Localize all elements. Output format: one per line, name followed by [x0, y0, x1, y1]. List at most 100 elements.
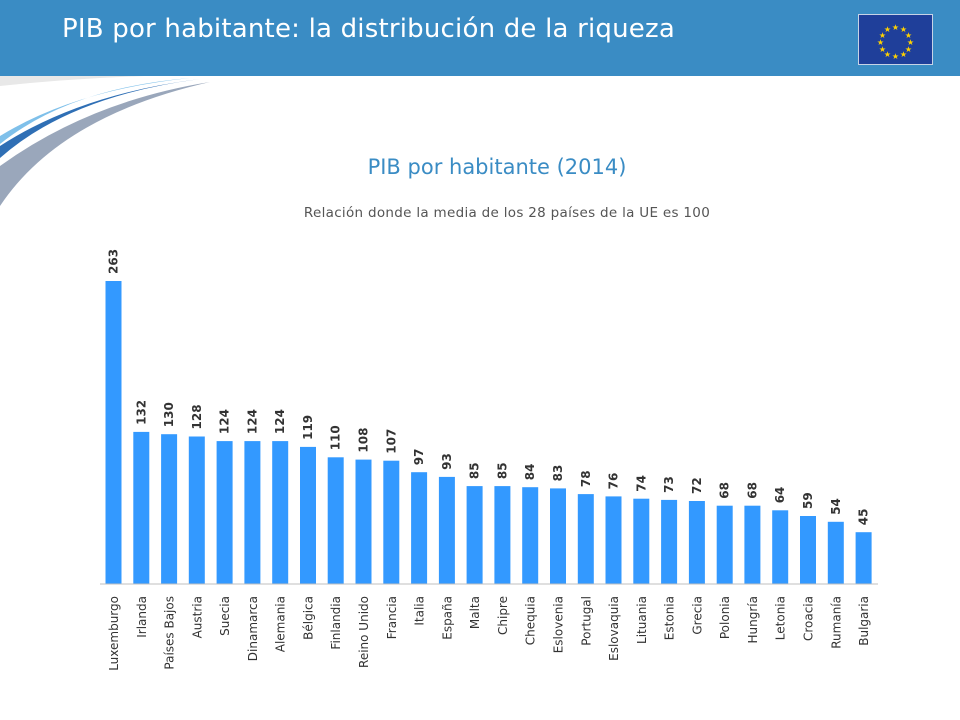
svg-text:★: ★: [892, 52, 899, 61]
bar-15: [522, 487, 539, 584]
svg-text:★: ★: [884, 50, 891, 59]
value-label-4: 124: [218, 409, 232, 434]
bar-23: [744, 505, 761, 584]
svg-text:★: ★: [892, 23, 899, 32]
category-label-19: Lituania: [635, 596, 649, 644]
category-label-25: Croacia: [802, 596, 816, 641]
bar-12: [438, 476, 455, 584]
bar-1: [133, 431, 150, 584]
category-label-17: Portugal: [579, 596, 593, 646]
bar-25: [800, 516, 816, 584]
category-label-11: Italia: [413, 596, 427, 626]
category-label-20: Estonia: [663, 596, 677, 640]
category-label-27: Bulgaria: [857, 596, 871, 646]
decorative-swoosh: [0, 76, 300, 206]
value-label-11: 97: [412, 448, 426, 465]
value-label-12: 93: [440, 453, 454, 470]
category-label-2: Países Bajos: [163, 596, 177, 670]
svg-text:★: ★: [879, 45, 886, 54]
category-label-18: Eslovaquia: [607, 596, 621, 661]
svg-text:★: ★: [900, 25, 907, 34]
svg-text:★: ★: [905, 45, 912, 54]
value-label-7: 119: [301, 415, 315, 440]
value-label-26: 54: [829, 498, 843, 515]
value-label-21: 72: [690, 477, 704, 494]
value-label-5: 124: [245, 409, 259, 434]
svg-text:★: ★: [877, 38, 884, 47]
bar-4: [216, 441, 233, 584]
svg-text:★: ★: [907, 38, 914, 47]
value-label-10: 107: [384, 429, 398, 454]
bar-16: [550, 488, 566, 584]
category-label-10: Francia: [385, 596, 399, 639]
value-label-18: 76: [607, 473, 621, 490]
bar-8: [327, 457, 344, 584]
bar-10: [383, 460, 400, 584]
bar-2: [161, 434, 178, 584]
category-label-14: Chipre: [496, 596, 510, 635]
value-label-25: 59: [801, 492, 815, 509]
value-label-22: 68: [718, 482, 732, 499]
value-label-17: 78: [579, 470, 593, 487]
bar-24: [772, 510, 789, 584]
bar-11: [411, 472, 428, 584]
value-label-2: 130: [162, 402, 176, 427]
slide-header: PIB por habitante: la distribución de la…: [0, 0, 960, 76]
svg-text:★: ★: [900, 50, 907, 59]
category-label-8: Finlandia: [329, 596, 343, 650]
value-label-16: 83: [551, 465, 565, 482]
bar-26: [827, 521, 844, 584]
slide-title: PIB por habitante: la distribución de la…: [62, 14, 675, 44]
value-label-14: 85: [495, 462, 509, 479]
category-label-6: Alemania: [274, 596, 288, 652]
category-label-0: Luxemburgo: [107, 596, 121, 671]
bar-0: [105, 281, 122, 584]
chart-title: PIB por habitante (2014): [367, 155, 627, 179]
category-label-13: Malta: [468, 596, 482, 629]
category-label-16: Eslovenia: [552, 596, 566, 653]
bar-18: [605, 496, 622, 584]
value-label-6: 124: [273, 409, 287, 434]
category-label-3: Austria: [190, 596, 204, 638]
category-label-9: Reino Unido: [357, 596, 371, 668]
bar-17: [577, 494, 594, 584]
category-label-15: Chequia: [524, 596, 538, 645]
bar-13: [466, 486, 483, 584]
value-label-0: 263: [107, 249, 121, 274]
value-label-1: 132: [134, 400, 148, 425]
bar-6: [272, 441, 289, 584]
svg-text:★: ★: [905, 31, 912, 40]
bar-5: [244, 441, 261, 584]
bar-3: [188, 436, 205, 584]
category-label-5: Dinamarca: [246, 596, 260, 661]
bar-20: [661, 499, 678, 584]
svg-text:★: ★: [879, 31, 886, 40]
value-label-23: 68: [745, 482, 759, 499]
chart-subtitle: Relación donde la media de los 28 países…: [303, 205, 711, 221]
value-label-19: 74: [634, 475, 648, 492]
category-label-24: Letonia: [774, 596, 788, 640]
value-label-20: 73: [662, 476, 676, 493]
eu-flag-icon: ★ ★ ★ ★ ★ ★ ★ ★ ★ ★ ★ ★: [858, 14, 933, 65]
bar-22: [716, 505, 733, 584]
value-label-27: 45: [857, 508, 871, 525]
value-label-3: 128: [190, 404, 204, 429]
value-label-13: 85: [468, 462, 482, 479]
value-label-24: 64: [773, 487, 787, 504]
value-label-9: 108: [357, 428, 371, 453]
category-label-23: Hungría: [746, 596, 760, 643]
bar-9: [355, 459, 372, 584]
category-label-4: Suecia: [218, 596, 232, 636]
bar-19: [633, 498, 650, 584]
category-label-1: Irlanda: [135, 596, 149, 638]
bar-7: [300, 446, 316, 584]
bar-21: [688, 501, 705, 584]
category-label-22: Polonia: [718, 596, 732, 639]
category-label-12: España: [440, 596, 454, 640]
category-label-7: Bélgica: [302, 596, 316, 640]
value-label-8: 110: [329, 425, 343, 450]
category-label-26: Rumanía: [829, 596, 843, 649]
bar-27: [855, 532, 872, 584]
value-label-15: 84: [523, 463, 537, 480]
